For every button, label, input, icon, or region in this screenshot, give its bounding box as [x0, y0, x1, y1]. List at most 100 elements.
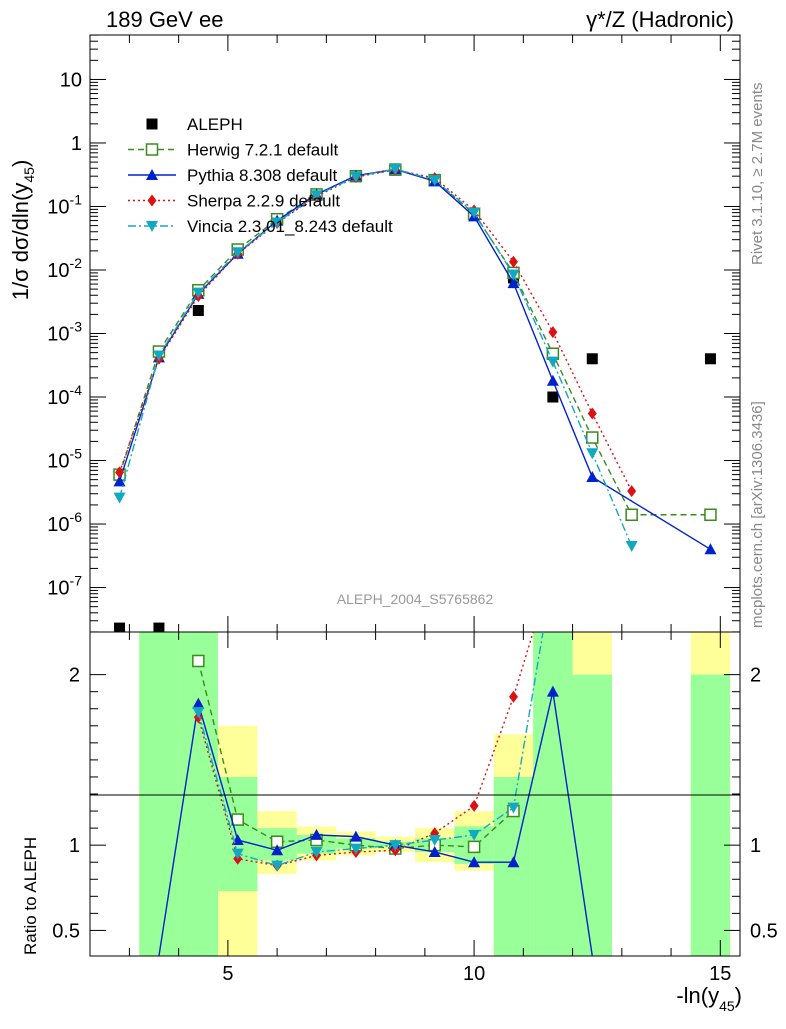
ratio-point-vincia-2-3-01-8-243-default: [231, 848, 244, 860]
ratio-point-pythia-8-308-default: [546, 685, 559, 697]
data-point-aleph: [547, 391, 559, 403]
ratio-series-layer: [158, 632, 593, 956]
legend-marker-pythia-8-308-default: [146, 169, 158, 180]
data-point-pythia-8-308-default: [586, 471, 599, 483]
data-point-vincia-2-3-01-8-243-default: [546, 356, 559, 368]
y-tick-label-base: 10: [47, 260, 69, 282]
x-axis-label-text: -ln(y: [676, 983, 719, 1008]
ratio-band-green: [533, 632, 573, 956]
x-tick-label: 15: [709, 963, 731, 985]
ratio-point-vincia-2-3-01-8-243-default: [507, 802, 520, 814]
ratio-point-pythia-8-308-default: [507, 856, 520, 868]
y-axis-label: 1/σ dσ/dln(y45): [8, 160, 37, 301]
data-point-sherpa-2-2-9-default: [548, 326, 558, 339]
y-tick-label-exponent: -1: [70, 191, 83, 207]
y-tick-label: 1: [71, 133, 82, 155]
y-tick-label: 10-3: [47, 319, 82, 346]
ratio-point-herwig-7-2-1-default: [192, 654, 205, 668]
data-point-vincia-2-3-01-8-243-default: [152, 350, 165, 362]
data-point-vincia-2-3-01-8-243-default: [586, 448, 599, 460]
data-point-aleph: [586, 353, 598, 365]
ratio-point-vincia-2-3-01-8-243-default: [310, 846, 323, 858]
legend-label-pythia-8-308-default: Pythia 8.308 default: [187, 166, 338, 185]
y-tick-label-base: 10: [47, 387, 69, 409]
ratio-uncertainty-bands: [139, 632, 731, 956]
ratio-point-vincia-2-3-01-8-243-default: [349, 843, 362, 855]
main-series-layer: [113, 163, 717, 632]
ratio-y-tick-label: 0.5: [750, 920, 778, 942]
series-line-herwig-7-2-1-default: [118, 168, 711, 516]
data-point-aleph: [704, 353, 716, 365]
y-tick-label-exponent: -6: [70, 509, 83, 525]
y-tick-label-exponent: -4: [70, 382, 83, 398]
y-tick-label-exponent: -3: [70, 319, 83, 335]
data-point-vincia-2-3-01-8-243-default: [271, 217, 284, 229]
data-point-herwig-7-2-1-default: [586, 431, 599, 444]
svg-text:1/σ dσ/dln(y45): 1/σ dσ/dln(y45): [8, 160, 37, 301]
ratio-band-green: [572, 674, 612, 956]
ratio-y-tick-label: 1: [69, 835, 80, 857]
legend-marker-herwig-7-2-1-default: [145, 143, 159, 156]
y-tick-label-exponent: -5: [70, 446, 83, 462]
legend-label-aleph: ALEPH: [187, 115, 243, 134]
y-axis-label-close: ): [8, 160, 33, 167]
ratio-point-sherpa-2-2-9-default: [469, 799, 479, 812]
data-point-herwig-7-2-1-default: [625, 508, 638, 522]
legend-marker-aleph: [146, 118, 158, 130]
y-tick-label-base: 10: [47, 324, 69, 346]
data-point-sherpa-2-2-9-default: [587, 407, 597, 420]
ratio-point-vincia-2-3-01-8-243-default: [192, 707, 205, 719]
series-line-vincia-2-3-01-8-243-default: [118, 168, 633, 547]
y-axis-label-text: 1/σ dσ/dln(y: [8, 183, 33, 301]
y-tick-label: 10-2: [47, 255, 82, 282]
y-tick-label: 10-4: [47, 382, 82, 409]
y-tick-label-base: 10: [47, 451, 69, 473]
y-tick-label: 10-5: [47, 446, 82, 473]
y-tick-label: 10-7: [47, 573, 82, 600]
analysis-label: ALEPH_2004_S5765862: [337, 591, 494, 607]
data-point-sherpa-2-2-9-default: [115, 466, 125, 479]
data-point-aleph: [114, 622, 126, 632]
data-point-aleph: [153, 622, 165, 632]
series-line-sherpa-2-2-9-default: [118, 168, 633, 492]
ratio-point-vincia-2-3-01-8-243-default: [428, 835, 441, 847]
data-point-vincia-2-3-01-8-243-default: [625, 541, 638, 553]
data-point-pythia-8-308-default: [704, 543, 717, 555]
data-point-pythia-8-308-default: [507, 277, 520, 289]
legend-label-herwig-7-2-1-default: Herwig 7.2.1 default: [187, 141, 338, 160]
ratio-band-green: [178, 632, 219, 956]
y-axis-label-sub: 45: [21, 167, 37, 183]
ratio-point-vincia-2-3-01-8-243-default: [389, 840, 402, 852]
ratio-line-vincia-2-3-01-8-243-default: [197, 632, 544, 867]
legend: ALEPH Herwig 7.2.1 default Pythia 8.308 de…: [128, 115, 393, 236]
ratio-y-tick-label: 1: [750, 835, 761, 857]
legend-label-sherpa-2-2-9-default: Sherpa 2.2.9 default: [187, 192, 340, 211]
ratio-point-pythia-8-308-default: [310, 828, 323, 840]
data-point-vincia-2-3-01-8-243-default: [349, 171, 362, 183]
data-point-aleph: [192, 305, 204, 317]
data-point-pythia-8-308-default: [546, 374, 559, 386]
x-axis-label: -ln(y45): [676, 983, 742, 1014]
ratio-axes: 5 10 15 0.5 0.5 1 1 2 2: [52, 632, 778, 985]
y-tick-label-base: 10: [47, 514, 69, 536]
ratio-line-pythia-8-308-default: [158, 691, 593, 956]
ratio-point-sherpa-2-2-9-default: [508, 690, 518, 703]
x-axis-label-sub: 45: [719, 998, 735, 1014]
ratio-point-pythia-8-308-default: [428, 845, 441, 857]
x-tick-label: 5: [222, 963, 233, 985]
side-label-rivet: Rivet 3.1.10, ≥ 2.7M events: [749, 83, 766, 266]
side-label-mcplots: mcplots.cern.ch [arXiv:1306.3436]: [749, 401, 766, 628]
y-tick-label: 10-6: [47, 509, 82, 536]
data-point-vincia-2-3-01-8-243-default: [310, 190, 323, 202]
ratio-y-tick-label: 0.5: [52, 920, 80, 942]
ratio-point-pythia-8-308-default: [271, 844, 284, 856]
legend-label-vincia-2-3-01-8-243-default: Vincia 2.3.01_8.243 default: [187, 217, 393, 236]
title-left: 189 GeV ee: [106, 7, 223, 32]
y-tick-label-base: 10: [60, 69, 82, 91]
ratio-band-green: [139, 632, 179, 956]
y-tick-label-base: 10: [47, 196, 69, 218]
ratio-point-herwig-7-2-1-default: [467, 840, 481, 854]
data-point-sherpa-2-2-9-default: [627, 485, 637, 498]
